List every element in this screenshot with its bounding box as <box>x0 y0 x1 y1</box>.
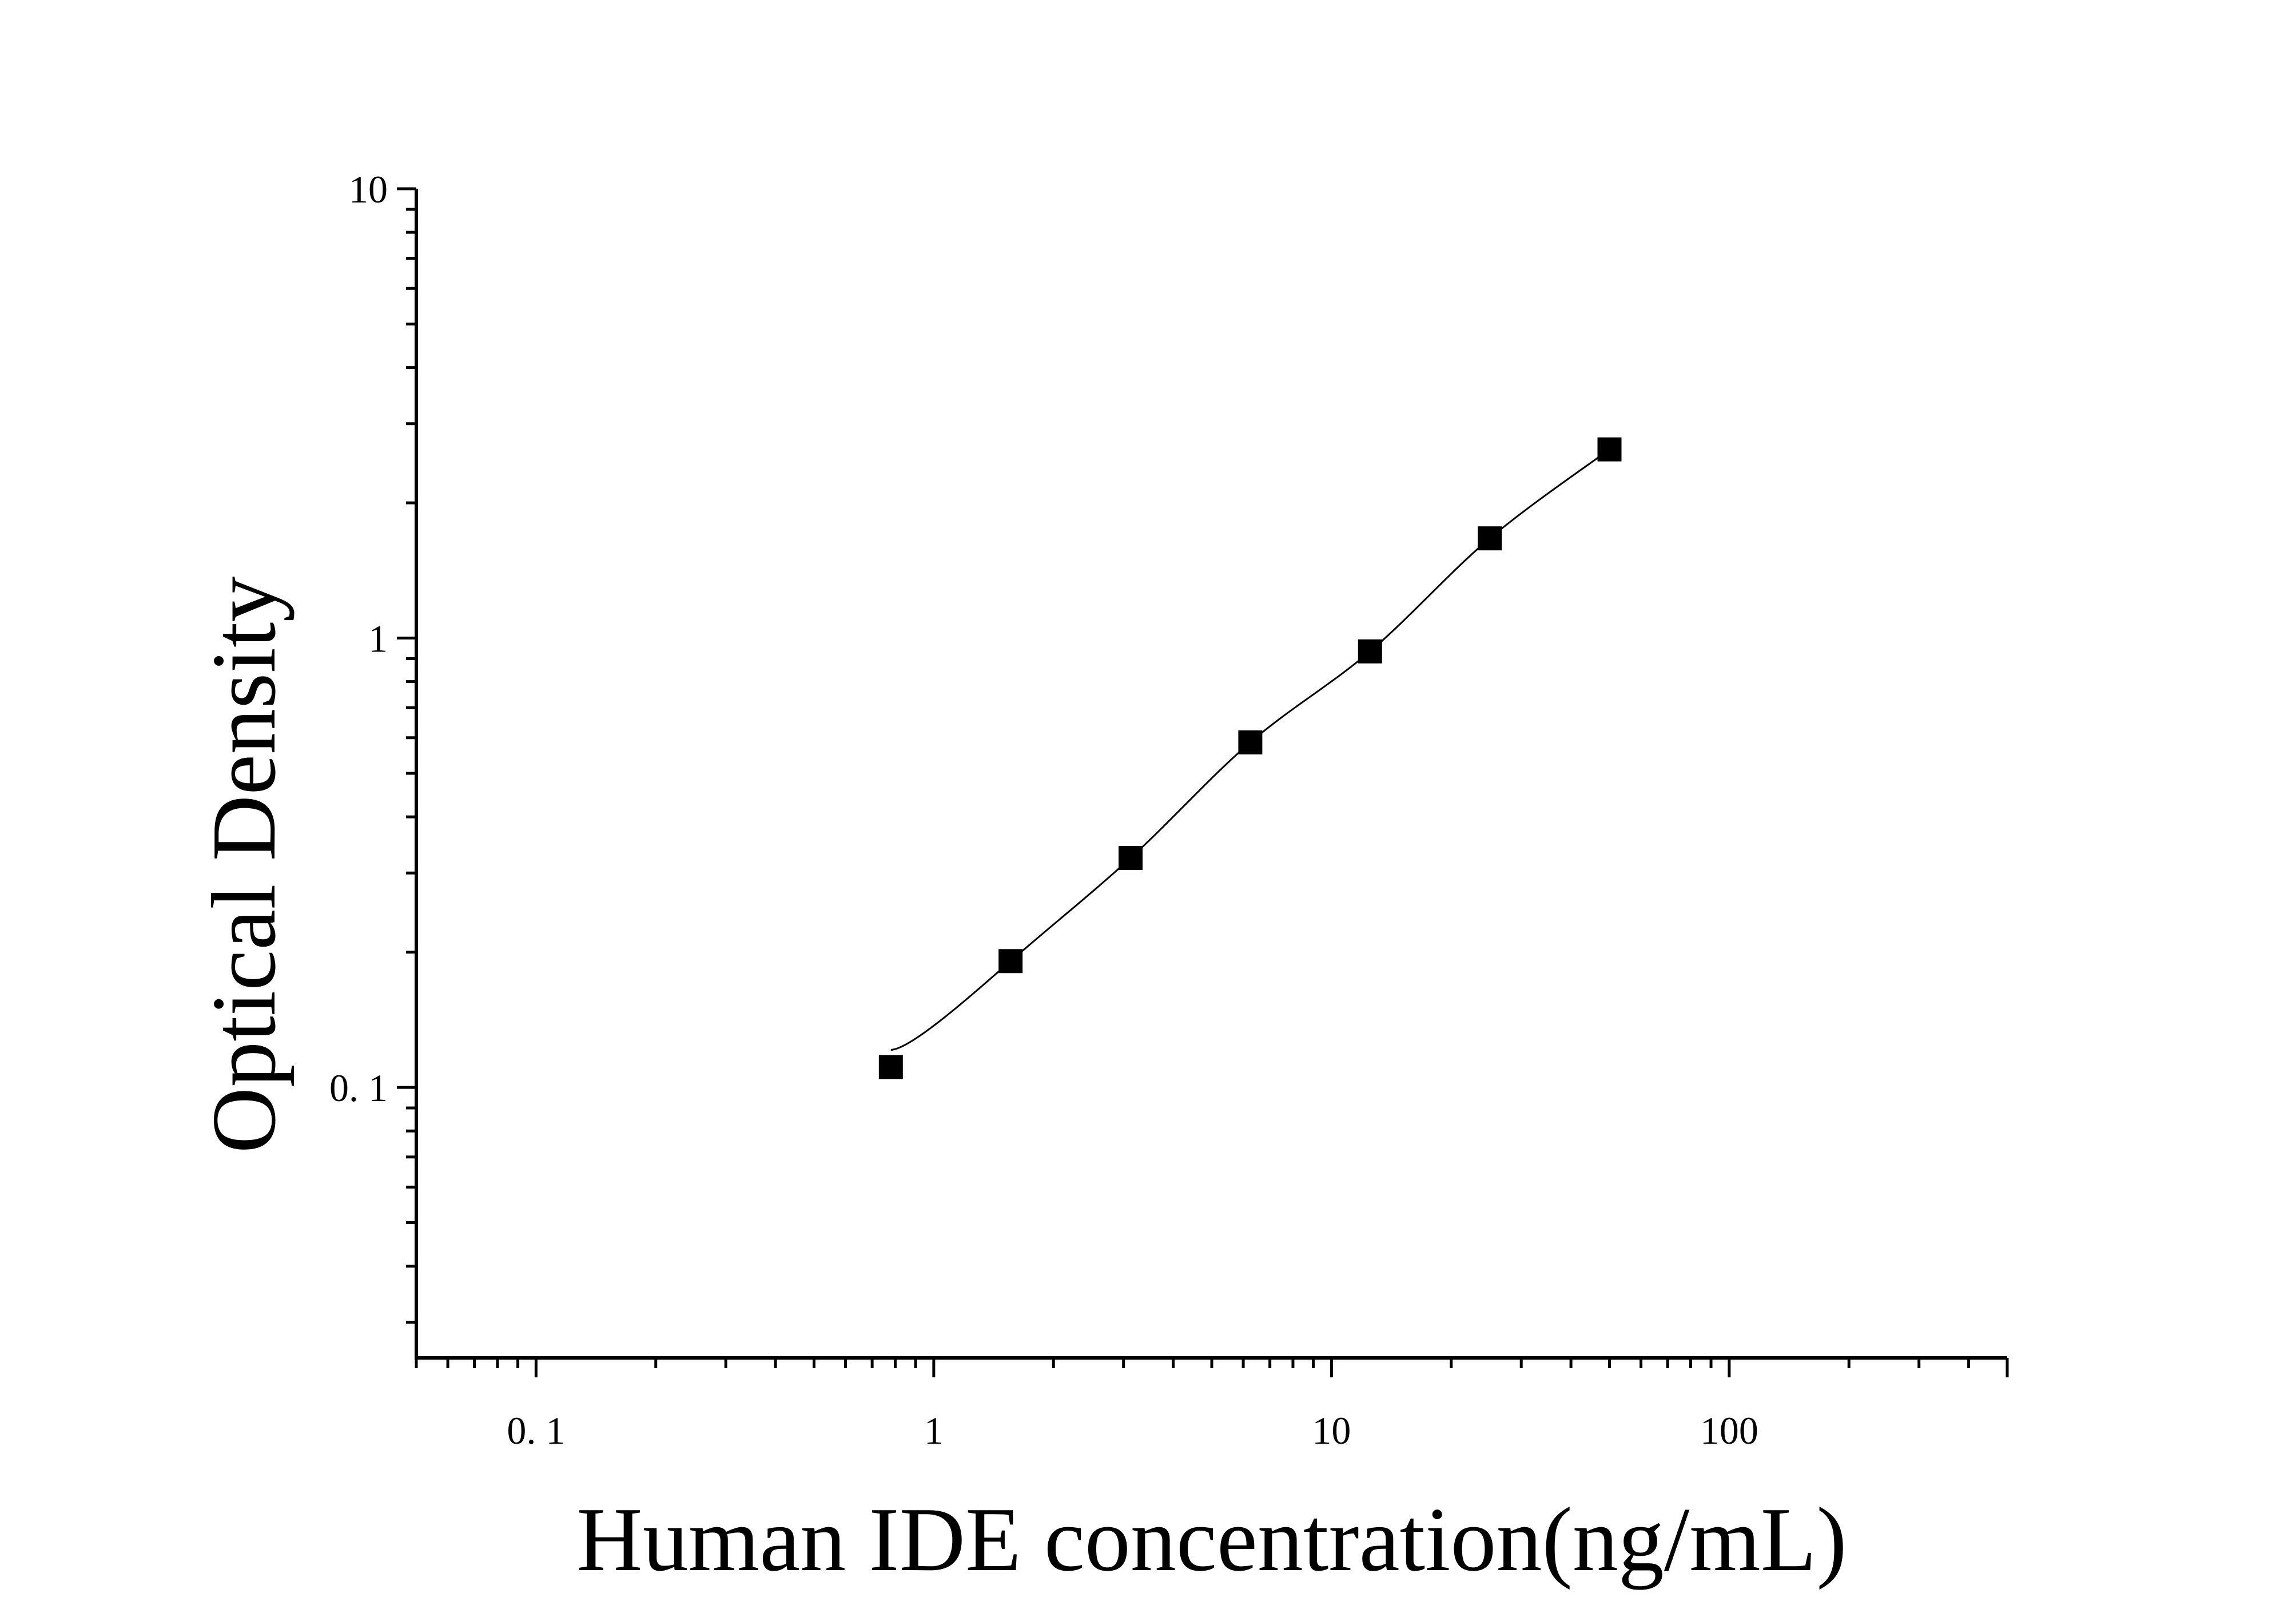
x-tick-label: 10 <box>1312 1409 1351 1452</box>
x-axis-title: Human IDE concentration(ng/mL) <box>576 1488 1847 1590</box>
y-axis-title: Optical Density <box>193 577 295 1154</box>
data-point <box>998 949 1023 974</box>
x-tick-label: 100 <box>1700 1409 1758 1452</box>
y-tick-label: 0. 1 <box>329 1066 388 1110</box>
data-point <box>1597 437 1622 462</box>
y-tick-label: 10 <box>349 168 388 211</box>
data-point <box>878 1055 903 1079</box>
data-point <box>1238 730 1263 754</box>
data-point <box>1358 639 1382 664</box>
data-point <box>1119 846 1143 871</box>
x-tick-label: 0. 1 <box>507 1409 565 1452</box>
y-tick-label: 1 <box>368 617 388 661</box>
x-tick-label: 1 <box>924 1409 944 1452</box>
data-point <box>1478 526 1502 551</box>
